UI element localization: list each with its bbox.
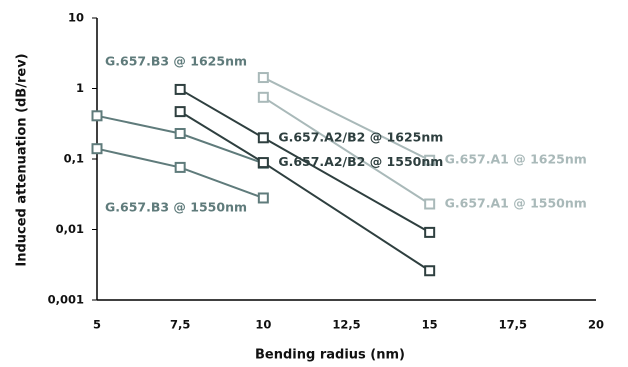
x-tick-label: 17,5	[499, 318, 527, 332]
x-axis-title: Bending radius (nm)	[255, 348, 405, 363]
x-tick-label: 5	[93, 318, 101, 332]
series-line	[96, 147, 264, 199]
marker	[257, 132, 269, 144]
series-label: G.657.B3 @ 1625nm	[105, 54, 247, 69]
x-tick-label: 10	[255, 318, 271, 332]
marker	[257, 192, 269, 204]
y-tick-label: 10	[68, 11, 84, 25]
marker	[174, 83, 186, 95]
x-tick-label: 12,5	[332, 318, 360, 332]
series-label: G.657.A1 @ 1625nm	[445, 152, 587, 167]
x-tick-label: 20	[588, 318, 604, 332]
series-label: G.657.B3 @ 1550nm	[105, 200, 247, 215]
marker	[174, 106, 186, 118]
marker	[424, 226, 436, 238]
marker	[174, 161, 186, 173]
marker	[91, 143, 103, 155]
y-tick-label: 0,01	[56, 222, 84, 236]
y-tick-label: 1	[76, 81, 84, 95]
y-tick-label: 0,001	[48, 293, 84, 307]
series-label: G.657.A1 @ 1550nm	[445, 195, 587, 210]
x-tick-label: 7,5	[170, 318, 190, 332]
marker	[91, 110, 103, 122]
marker	[424, 265, 436, 277]
y-tick-label: 0,1	[64, 152, 84, 166]
series-label: G.657.A2/B2 @ 1550nm	[278, 154, 443, 169]
series-label: G.657.A2/B2 @ 1625nm	[278, 129, 443, 144]
series-line	[262, 96, 431, 205]
marker	[257, 72, 269, 84]
marker	[424, 198, 436, 210]
marker	[257, 91, 269, 103]
marker	[424, 154, 436, 166]
series-line	[262, 76, 431, 162]
marker	[174, 127, 186, 139]
x-tick-label: 15	[422, 318, 438, 332]
y-axis-title: Induced attenuation (dB/rev)	[15, 53, 30, 266]
marker	[257, 157, 269, 169]
